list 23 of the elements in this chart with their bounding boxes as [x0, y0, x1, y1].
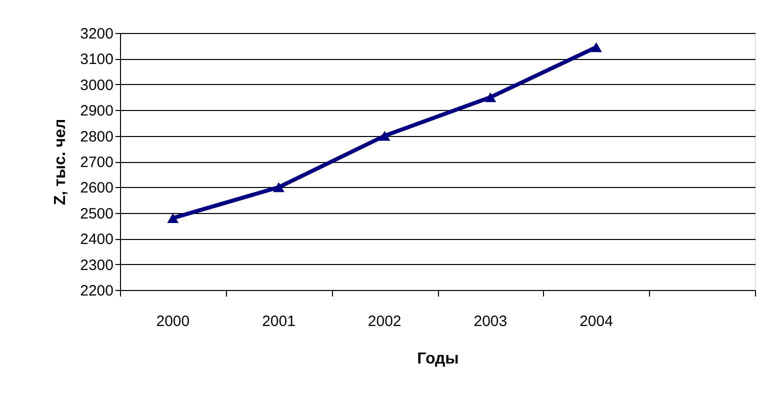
y-tick-label: 2500: [80, 205, 114, 222]
point: [378, 130, 390, 141]
y-tick-label: 3000: [80, 76, 114, 94]
x-tick-label: 2003: [474, 313, 508, 330]
point: [167, 213, 179, 223]
y-tick-label: 2700: [80, 154, 114, 171]
point: [484, 92, 496, 102]
y-tick-label: 2600: [80, 180, 114, 197]
y-tick-label: 2900: [80, 102, 114, 120]
point: [590, 42, 602, 52]
y-tick-label: 3100: [80, 51, 114, 68]
y-tick-label: 2200: [80, 282, 114, 300]
x-tick-label: 2002: [368, 313, 402, 330]
y-axis-title: Z, тыс. чел: [52, 118, 70, 206]
y-tick-label: 2800: [80, 128, 114, 146]
point: [273, 182, 284, 192]
x-tick-label: 2004: [580, 313, 613, 330]
y-tick-label: 2300: [80, 256, 114, 274]
x-axis-title: Годы: [417, 350, 459, 368]
x-tick-label: 2001: [262, 313, 296, 330]
y-tick-label: 2400: [80, 231, 114, 248]
x-tick-label: 2000: [156, 313, 190, 330]
y-tick-label: 3200: [80, 26, 114, 42]
